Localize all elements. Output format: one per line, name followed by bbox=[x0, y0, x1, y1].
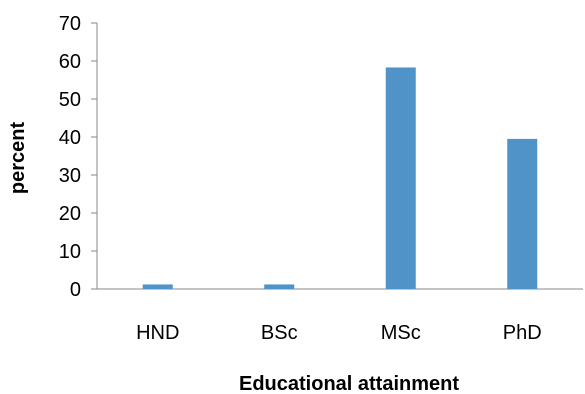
y-tick-label: 30 bbox=[59, 165, 81, 187]
bar-phd bbox=[507, 138, 538, 289]
x-tick-label: PhD bbox=[503, 322, 542, 344]
x-axis: HND BSc MSc PhD bbox=[97, 288, 583, 344]
y-tick-label: 20 bbox=[59, 203, 81, 225]
y-tick-label: 60 bbox=[59, 51, 81, 73]
y-tick-label: 70 bbox=[59, 13, 81, 35]
x-axis-title: Educational attainment bbox=[239, 373, 459, 394]
y-axis-title: percent bbox=[7, 122, 29, 195]
bar-msc bbox=[385, 67, 416, 290]
y-tick-label: 50 bbox=[59, 89, 81, 111]
bar-hnd bbox=[142, 284, 173, 289]
y-axis: 0 10 20 30 40 50 60 70 bbox=[59, 13, 98, 301]
y-tick-label: 10 bbox=[59, 241, 81, 263]
x-tick-label: HND bbox=[136, 322, 179, 344]
x-tick-label: MSc bbox=[381, 322, 421, 344]
y-tick-label: 40 bbox=[59, 127, 81, 149]
bar-bsc bbox=[264, 284, 295, 289]
x-tick-label: BSc bbox=[261, 322, 298, 344]
bars bbox=[142, 67, 538, 290]
y-tick-label: 0 bbox=[70, 279, 81, 301]
